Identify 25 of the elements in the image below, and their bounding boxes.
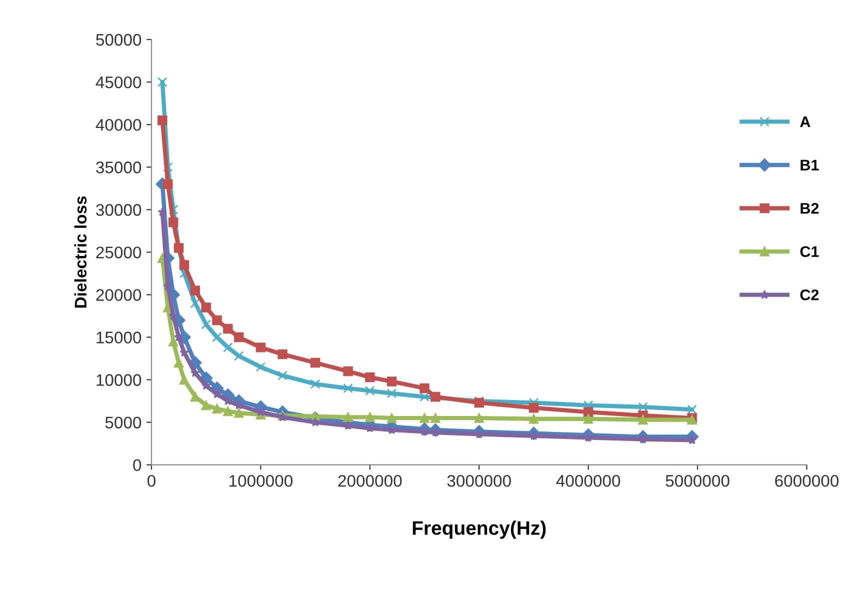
y-axis-title: Dielectric loss [74,196,87,308]
x-tick-label: 3000000 [447,474,511,487]
x-tick-label: 6000000 [775,474,839,487]
x-axis-title: Frequency(Hz) [412,520,546,539]
y-tick-label: 0 [133,459,142,472]
y-tick-label: 30000 [96,204,142,216]
y-tick-label: 5000 [105,416,142,428]
legend-label: B2 [800,202,819,214]
x-tick-label: 4000000 [556,474,620,487]
y-tick-label: 50000 [96,34,142,46]
legend-label: C1 [800,246,819,258]
y-tick-label: 20000 [96,289,142,301]
y-tick-label: 40000 [96,118,142,131]
x-tick-label: 0 [147,474,156,487]
x-tick-label: 2000000 [338,474,402,487]
x-tick-label: 1000000 [230,474,292,487]
x-tick-label: 5000000 [666,474,730,487]
y-tick-label: 15000 [96,332,142,344]
y-tick-label: 25000 [96,246,142,258]
legend-label: B1 [800,160,819,170]
y-tick-label: 45000 [96,76,142,88]
y-tick-label: 35000 [96,162,142,174]
legend-label: C2 [800,289,819,300]
legend-label: A [800,116,810,128]
y-tick-label: 10000 [96,374,142,386]
